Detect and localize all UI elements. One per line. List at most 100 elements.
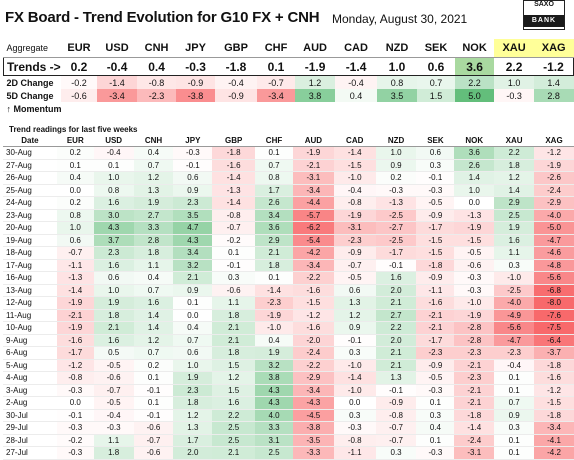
reading-jpy: 2.0 [173, 446, 213, 460]
row-date: 17-Aug [3, 259, 57, 272]
reading-nzd: -2.7 [375, 221, 417, 235]
reading-usd: -0.6 [93, 371, 134, 385]
reading-chf: 1.9 [255, 346, 293, 360]
detail-header-cnh: CNH [133, 134, 174, 147]
reading-nok: -1.5 [454, 234, 495, 247]
reading-nzd: -0.1 [375, 259, 417, 272]
currency-header-jpy: JPY [176, 39, 215, 58]
5d-change-value-cnh: -2.3 [136, 89, 177, 102]
5d-change-value-cad: 0.4 [335, 89, 377, 102]
row-date: 30-Jul [3, 409, 57, 422]
row-date: 27-Jul [3, 446, 57, 460]
reading-cnh: 1.4 [133, 321, 174, 335]
reading-gbp: -0.8 [212, 209, 256, 222]
row-date: 27-Aug [3, 159, 57, 172]
5d-change-value-chf: -3.4 [257, 89, 295, 102]
detail-header-eur: EUR [56, 134, 94, 147]
reading-nzd: -2.5 [375, 209, 417, 222]
reading-jpy: 2.3 [173, 196, 213, 210]
reading-chf: 3.4 [255, 209, 293, 222]
reading-gbp: 1.8 [212, 309, 256, 322]
row-date: 6-Aug [3, 346, 57, 360]
reading-chf: 3.6 [255, 221, 293, 235]
2d-change-value-jpy: -0.9 [176, 75, 215, 89]
reading-nzd: 2.0 [375, 334, 417, 347]
trend-value-usd: -0.4 [97, 57, 137, 76]
reading-sek: -2.3 [416, 346, 455, 360]
reading-eur: -1.4 [56, 284, 94, 297]
reading-eur: -0.3 [56, 421, 94, 435]
reading-nzd: 2.2 [375, 321, 417, 335]
detail-header-row: Date EUR USD CNH JPY GBP CHF AUD CAD NZD SEK NOK XAU… [3, 134, 574, 147]
reading-nok: -2.3 [454, 371, 495, 385]
reading-nzd: 0.2 [375, 171, 417, 185]
table-row: 6-Aug -1.7 0.5 0.7 0.6 1.8 1.9 -2.4 0.3 2.1 -2.3 -2… [3, 346, 574, 360]
reading-gbp: 2.2 [212, 409, 256, 422]
reading-usd: -0.5 [93, 359, 134, 372]
reading-xag: -1.2 [534, 146, 574, 160]
row-date: 20-Aug [3, 221, 57, 235]
reading-chf: -1.4 [255, 284, 293, 297]
reading-xag: -7.6 [534, 309, 574, 322]
2d-change-value-xag: 1.4 [533, 75, 574, 89]
table-row: 25-Aug 0.0 0.8 1.3 0.9 -1.3 1.7 -3.4 -0.4 -0.3 -0.… [3, 184, 574, 197]
reading-gbp: 0.3 [212, 271, 256, 285]
reading-nok: 1.4 [454, 171, 495, 185]
reading-jpy: 3.5 [173, 209, 213, 222]
reading-chf: 0.1 [255, 146, 293, 160]
2d-change-value-chf: -0.7 [257, 75, 295, 89]
reading-eur: -1.3 [56, 271, 94, 285]
summary-table: Aggregate EUR USD CNH JPY GBP CHF AUD CAD NZD SEK N… [2, 39, 574, 115]
table-row: 12-Aug -1.9 1.9 1.6 0.1 1.1 -2.3 -1.5 1.3 2.1 -1.6… [3, 296, 574, 310]
reading-aud: -1.6 [292, 321, 334, 335]
trend-value-nzd: 1.0 [376, 57, 418, 76]
reading-sek: -0.9 [416, 359, 455, 372]
table-row: 23-Aug 0.8 3.0 2.7 3.5 -0.8 3.4 -5.7 -1.9 -2.5 -0.… [3, 209, 574, 222]
reading-cad: -0.5 [333, 271, 376, 285]
reading-jpy: 0.7 [173, 334, 213, 347]
momentum-label: ↑ Momentum [6, 103, 62, 114]
reading-chf: 4.0 [255, 409, 293, 422]
row-date: 4-Aug [3, 371, 57, 385]
reading-aud: -3.8 [292, 421, 334, 435]
reading-jpy: 0.6 [173, 346, 213, 360]
reading-cnh: 0.4 [133, 271, 174, 285]
reading-usd: 1.9 [93, 296, 134, 310]
reading-chf: 2.1 [255, 246, 293, 260]
reading-sek: 0.6 [416, 146, 455, 160]
reading-nok: -2.4 [454, 434, 495, 447]
reading-xag: -1.5 [534, 396, 574, 410]
row-date: 30-Aug [3, 146, 57, 160]
currency-header-chf: CHF [257, 39, 295, 58]
table-row: 3-Aug -0.3 -0.7 -0.1 2.3 1.5 4.3 -3.4 -1.0 -0.1 -0… [3, 384, 574, 397]
reading-eur: 1.0 [56, 221, 94, 235]
reading-xag: -2.4 [534, 184, 574, 197]
reading-nok: -0.5 [454, 246, 495, 260]
reading-cnh: 0.1 [133, 396, 174, 410]
reading-sek: -1.7 [416, 221, 455, 235]
reading-xag: -5.6 [534, 271, 574, 285]
reading-usd: 1.0 [93, 171, 134, 185]
aggregate-label: Aggregate [3, 39, 61, 58]
reading-gbp: 2.5 [212, 434, 256, 447]
reading-chf: 4.3 [255, 384, 293, 397]
detail-header-gbp: GBP [212, 134, 256, 147]
2d-change-value-eur: -0.2 [60, 75, 98, 89]
currency-header-xag: XAG [533, 39, 574, 58]
reading-jpy: 1.9 [173, 371, 213, 385]
trend-value-jpy: -0.3 [176, 57, 215, 76]
reading-eur: -2.1 [56, 309, 94, 322]
reading-gbp: 1.5 [212, 359, 256, 372]
table-row: 18-Aug -0.7 2.3 1.8 3.4 0.1 2.1 -4.2 -0.9 -1.7 -1.… [3, 246, 574, 260]
reading-sek: -0.9 [416, 209, 455, 222]
reading-cad: -3.1 [333, 221, 376, 235]
reading-xag: -5.0 [534, 221, 574, 235]
reading-cnh: 1.8 [133, 246, 174, 260]
2d-change-value-nzd: 0.8 [376, 75, 418, 89]
reading-gbp: 2.5 [212, 421, 256, 435]
reading-gbp: 2.1 [212, 334, 256, 347]
reading-nok: -1.4 [454, 421, 495, 435]
reading-usd: 3.0 [93, 209, 134, 222]
reading-chf: 3.3 [255, 421, 293, 435]
reading-nok: -1.9 [454, 221, 495, 235]
